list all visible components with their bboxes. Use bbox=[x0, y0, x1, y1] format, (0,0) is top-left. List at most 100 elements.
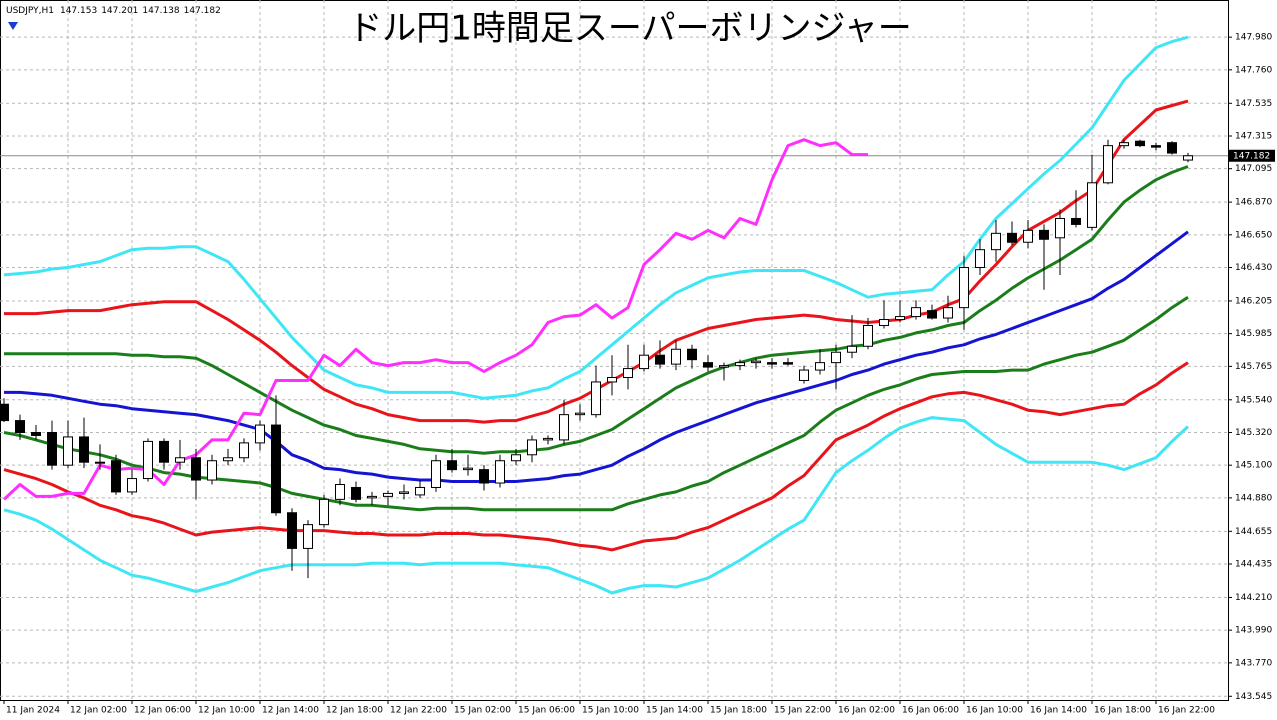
candle-body bbox=[431, 460, 441, 488]
candle-body bbox=[623, 368, 633, 378]
candle-body bbox=[1183, 155, 1193, 161]
y-tick-label: 146.870 bbox=[1235, 198, 1272, 208]
candle-body bbox=[31, 431, 41, 436]
y-tick-label: 144.210 bbox=[1235, 593, 1272, 603]
candle-body bbox=[1023, 229, 1033, 243]
candle-body bbox=[287, 512, 297, 549]
y-tick-label: 145.765 bbox=[1235, 362, 1272, 372]
candle-body bbox=[47, 431, 57, 466]
candle-body bbox=[415, 486, 425, 496]
candle-body bbox=[687, 348, 697, 361]
sell-marker bbox=[8, 22, 18, 30]
x-tick-label: 16 Jan 22:00 bbox=[1158, 706, 1215, 716]
x-tick-label: 16 Jan 18:00 bbox=[1094, 706, 1151, 716]
y-tick-label: 145.100 bbox=[1235, 461, 1272, 471]
band-line bbox=[3, 295, 1189, 512]
plot-frame bbox=[0, 0, 1229, 701]
band-line bbox=[3, 416, 1190, 595]
candle-body bbox=[15, 420, 25, 433]
price-label-box bbox=[1229, 149, 1275, 162]
candle-body bbox=[383, 492, 393, 497]
candle-body bbox=[735, 362, 745, 367]
x-tick-label: 16 Jan 02:00 bbox=[838, 706, 895, 716]
x-tick-label: 16 Jan 10:00 bbox=[966, 706, 1023, 716]
y-tick-label: 147.760 bbox=[1235, 65, 1272, 75]
candle-body bbox=[479, 469, 489, 484]
x-tick-label: 12 Jan 06:00 bbox=[134, 706, 191, 716]
y-tick-label: 146.430 bbox=[1235, 263, 1272, 273]
y-tick-label: 147.315 bbox=[1235, 131, 1272, 141]
candle-body bbox=[639, 354, 649, 370]
y-tick-label: 146.205 bbox=[1235, 296, 1272, 306]
candle-body bbox=[959, 267, 969, 309]
candle-body bbox=[1119, 142, 1129, 147]
candle-body bbox=[1071, 217, 1081, 225]
y-tick-label: 143.990 bbox=[1235, 626, 1272, 636]
candle-body bbox=[511, 454, 521, 462]
candle-body bbox=[799, 369, 809, 381]
candle-body bbox=[351, 486, 361, 500]
candle-body bbox=[671, 348, 681, 365]
y-tick-label: 144.435 bbox=[1235, 560, 1272, 570]
candle-body bbox=[975, 249, 985, 269]
symbol-header: USDJPY,H1 147.153 147.201 147.138 147.182 bbox=[6, 6, 221, 16]
x-tick-label: 16 Jan 06:00 bbox=[902, 706, 959, 716]
x-tick-label: 11 Jan 2024 bbox=[6, 706, 60, 716]
candle-body bbox=[607, 376, 617, 383]
candle-body bbox=[79, 436, 89, 463]
candle-body bbox=[783, 362, 793, 365]
candle-body bbox=[559, 414, 569, 441]
candle-body bbox=[911, 307, 921, 318]
candle-body bbox=[207, 460, 217, 481]
candle-body bbox=[895, 316, 905, 321]
candle-body bbox=[95, 461, 105, 464]
y-tick-label: 143.545 bbox=[1235, 692, 1272, 702]
candle-body bbox=[319, 498, 329, 526]
candle-body bbox=[1151, 145, 1161, 148]
candle-body bbox=[143, 440, 153, 480]
x-tick-label: 15 Jan 02:00 bbox=[454, 706, 511, 716]
candle-body bbox=[447, 460, 457, 471]
candle-body bbox=[703, 362, 713, 368]
x-tick-label: 16 Jan 14:00 bbox=[1030, 706, 1087, 716]
candle-body bbox=[927, 310, 937, 319]
candle-body bbox=[863, 324, 873, 347]
candle-body bbox=[463, 467, 473, 471]
low-value: 147.138 bbox=[142, 6, 179, 16]
y-tick-label: 147.535 bbox=[1235, 99, 1272, 109]
candle-body bbox=[767, 362, 777, 365]
candle-body bbox=[495, 460, 505, 484]
candle-body bbox=[575, 412, 585, 416]
y-tick-label: 145.985 bbox=[1235, 329, 1272, 339]
close-value: 147.182 bbox=[184, 6, 221, 16]
candle-body bbox=[63, 436, 73, 466]
y-tick-label: 145.540 bbox=[1235, 395, 1272, 405]
candle-body bbox=[1055, 217, 1065, 239]
band-line bbox=[3, 35, 1189, 400]
y-tick-label: 143.770 bbox=[1235, 658, 1272, 668]
candle-body bbox=[991, 232, 1001, 251]
candle-body bbox=[1039, 229, 1049, 240]
candle-body bbox=[127, 478, 137, 493]
chart-title: ドル円1時間足スーパーボリンジャー bbox=[348, 9, 912, 49]
x-tick-label: 15 Jan 10:00 bbox=[582, 706, 639, 716]
candle-body bbox=[335, 484, 345, 500]
candle-body bbox=[303, 524, 313, 549]
x-tick-label: 12 Jan 10:00 bbox=[198, 706, 255, 716]
candle-body bbox=[831, 351, 841, 364]
open-value: 147.153 bbox=[60, 6, 97, 16]
candle-body bbox=[367, 495, 377, 499]
y-tick-label: 144.880 bbox=[1235, 493, 1272, 503]
candle-body bbox=[1007, 232, 1017, 243]
candle-body bbox=[847, 345, 857, 353]
candle-body bbox=[719, 365, 729, 368]
band-line bbox=[4, 230, 1189, 483]
x-tick-label: 12 Jan 14:00 bbox=[262, 706, 319, 716]
candle-body bbox=[159, 440, 169, 463]
candle-body bbox=[399, 491, 409, 494]
y-tick-label: 146.650 bbox=[1235, 230, 1272, 240]
candle-body bbox=[879, 319, 889, 326]
candle-body bbox=[591, 381, 601, 416]
candle-body bbox=[239, 442, 249, 459]
price-label: 147.182 bbox=[1233, 151, 1270, 161]
